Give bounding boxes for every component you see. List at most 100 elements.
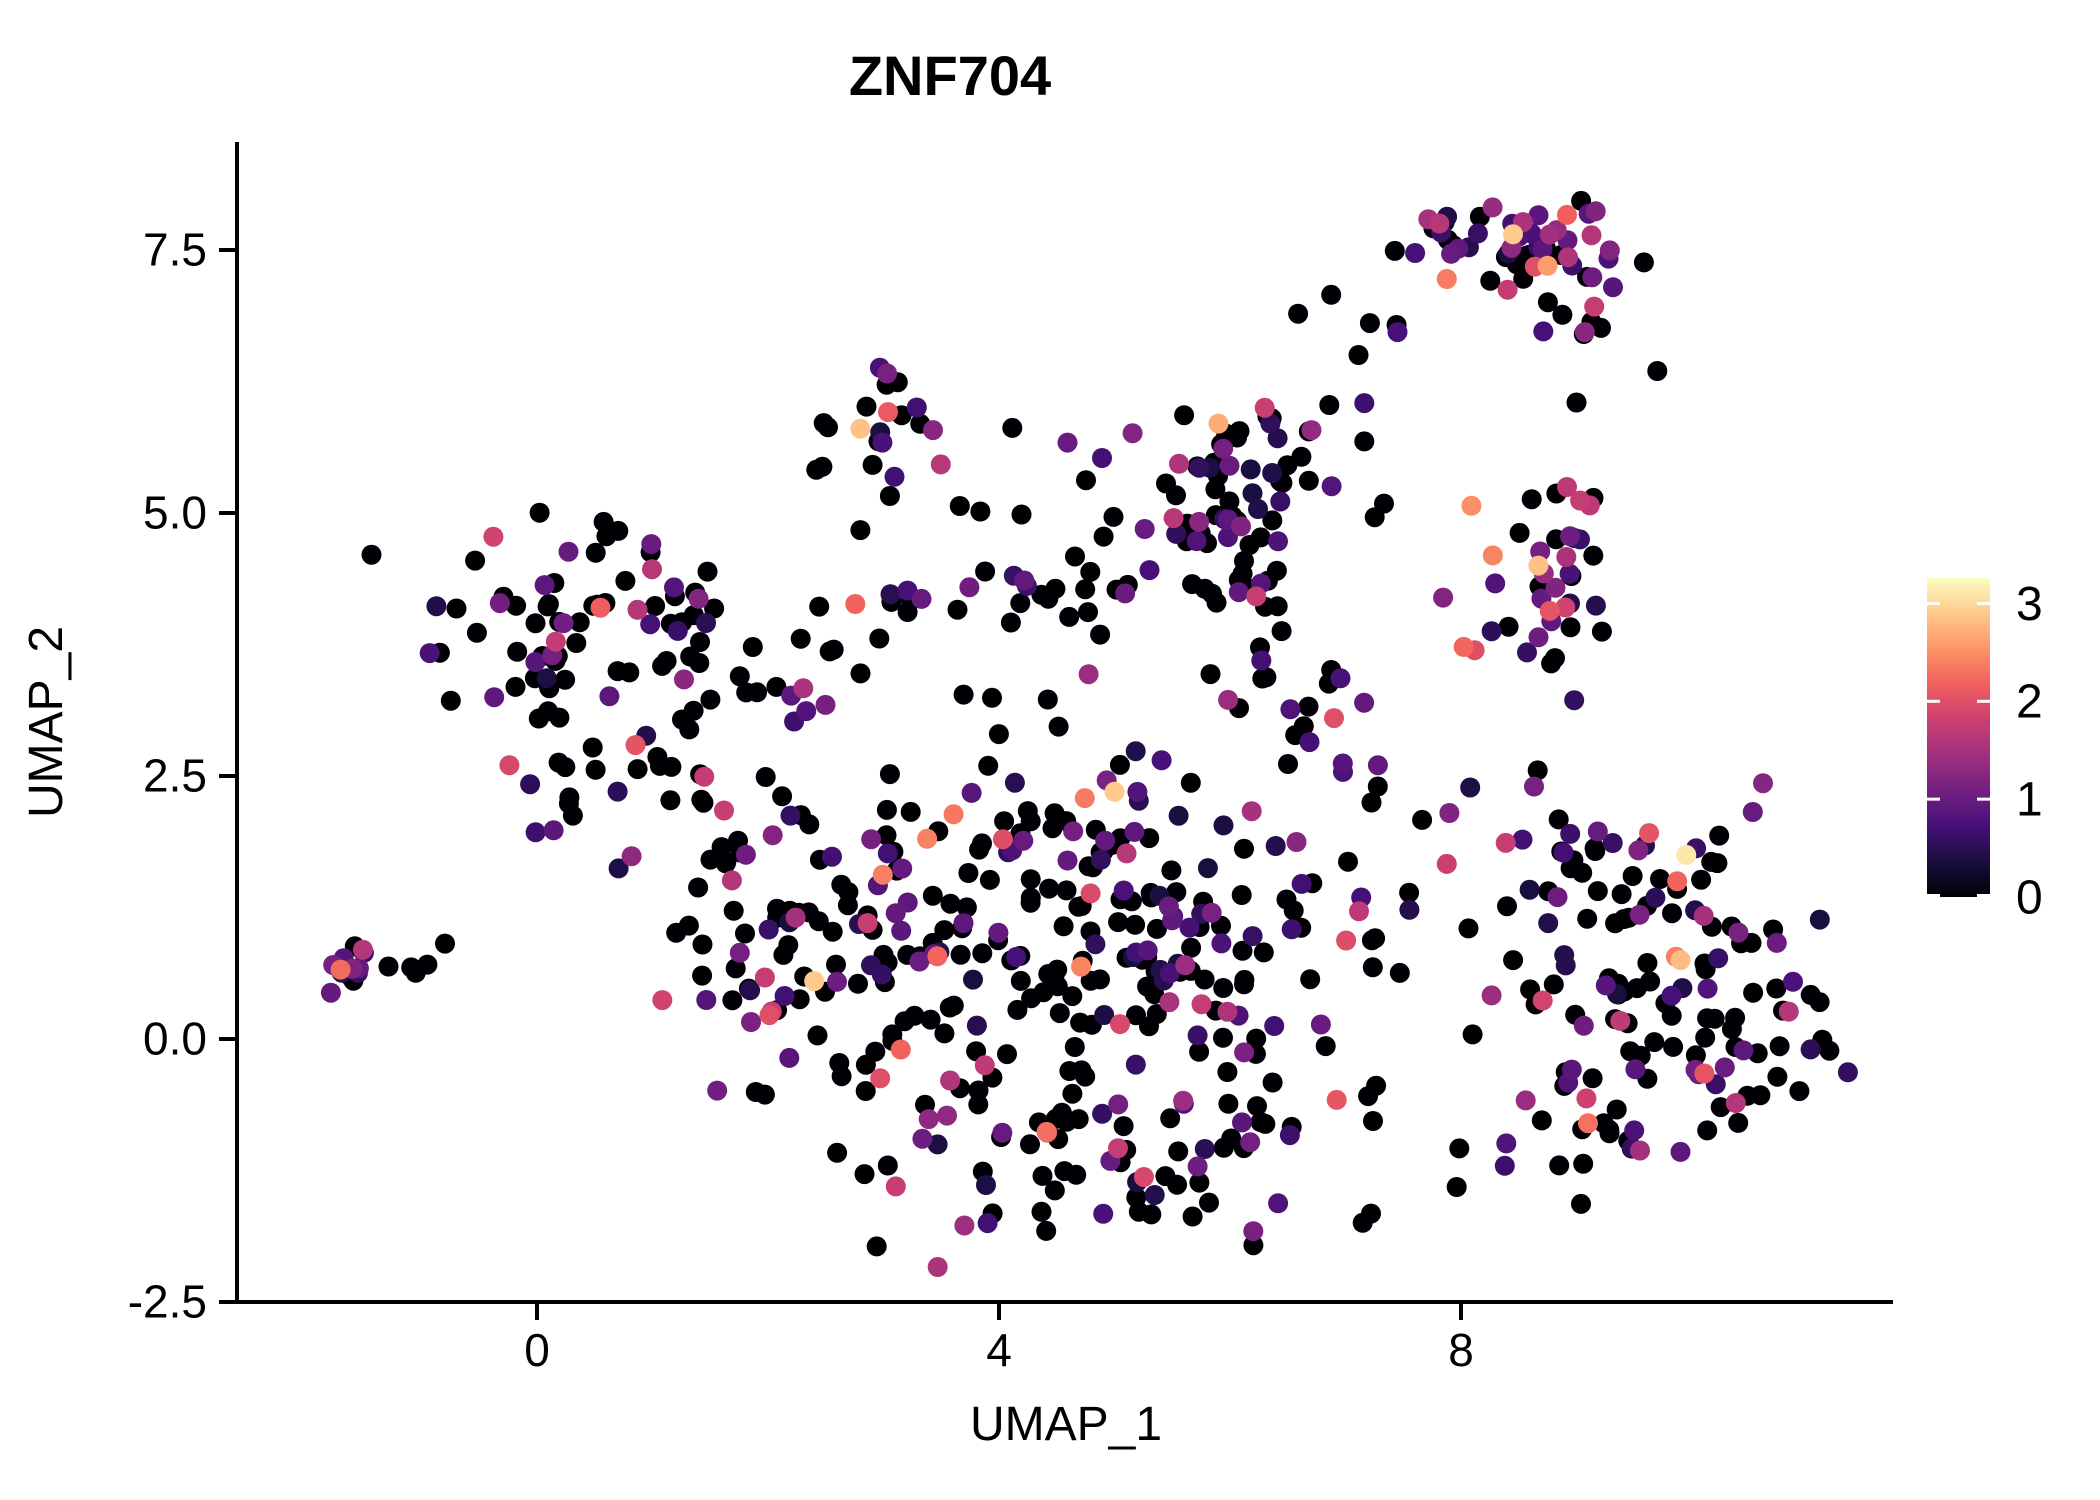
data-point xyxy=(1446,1177,1467,1197)
data-point xyxy=(1127,781,1148,802)
data-point xyxy=(401,957,422,978)
data-point xyxy=(1560,617,1581,638)
colorbar-tick-label: 0 xyxy=(2016,871,2043,924)
data-point xyxy=(1108,912,1129,933)
data-point xyxy=(627,759,648,780)
data-point xyxy=(1094,1005,1115,1025)
data-point xyxy=(1587,881,1608,902)
data-point xyxy=(1625,1059,1646,1080)
data-point xyxy=(1714,1057,1735,1078)
data-point xyxy=(714,800,734,821)
data-point xyxy=(1622,866,1643,886)
data-point xyxy=(585,542,606,563)
data-point xyxy=(988,922,1009,943)
colorbar-legend: 0 1 2 3 xyxy=(1927,578,2043,924)
data-point xyxy=(1042,818,1063,839)
data-point xyxy=(1133,1167,1154,1187)
data-point xyxy=(848,973,868,994)
data-point xyxy=(1092,1103,1113,1124)
data-point xyxy=(1603,277,1623,298)
data-point xyxy=(649,755,670,776)
data-point xyxy=(1168,805,1189,826)
data-point xyxy=(678,915,699,936)
data-point xyxy=(378,956,399,977)
data-point xyxy=(992,829,1013,850)
data-point xyxy=(979,869,1000,890)
data-point xyxy=(1556,547,1577,567)
data-point xyxy=(1092,448,1112,468)
data-point xyxy=(742,637,763,657)
data-point xyxy=(978,755,999,776)
data-point xyxy=(1482,545,1503,566)
data-point xyxy=(1321,476,1342,497)
data-point xyxy=(1710,1097,1731,1118)
data-point xyxy=(1708,948,1729,969)
data-point xyxy=(694,766,715,787)
data-point xyxy=(838,882,859,903)
data-point xyxy=(1108,1138,1128,1159)
data-point xyxy=(741,1012,761,1032)
data-point xyxy=(1725,1093,1746,1113)
data-point xyxy=(1013,830,1034,851)
data-point xyxy=(1300,969,1321,990)
data-point xyxy=(1319,395,1340,415)
data-point xyxy=(1199,1192,1219,1213)
data-point xyxy=(1837,1062,1858,1083)
data-point xyxy=(1561,1059,1582,1080)
data-point xyxy=(904,1005,925,1026)
data-point xyxy=(892,858,913,879)
data-point xyxy=(1189,511,1210,532)
data-point xyxy=(1219,455,1240,476)
data-point xyxy=(1217,1062,1238,1082)
data-point xyxy=(1062,1083,1083,1104)
data-point xyxy=(1217,1001,1238,1022)
data-point xyxy=(1125,914,1146,935)
data-point xyxy=(320,982,341,1003)
data-point xyxy=(1057,432,1078,453)
data-point xyxy=(1146,918,1167,939)
data-point xyxy=(1497,896,1517,917)
colorbar-tick-label: 3 xyxy=(2016,578,2043,631)
data-point xyxy=(927,1134,948,1155)
data-point xyxy=(505,676,526,697)
data-point xyxy=(970,501,991,522)
data-point xyxy=(1278,754,1298,774)
data-point xyxy=(976,1175,996,1195)
data-point xyxy=(721,870,742,891)
data-point xyxy=(1585,841,1606,861)
data-point xyxy=(590,597,611,618)
data-point xyxy=(1074,788,1095,809)
data-point xyxy=(569,612,590,633)
data-point xyxy=(1139,560,1160,581)
data-point xyxy=(1250,527,1271,548)
data-point xyxy=(918,1109,939,1130)
data-point xyxy=(885,903,906,924)
data-point xyxy=(949,496,970,516)
data-point xyxy=(1338,851,1358,872)
data-point xyxy=(1168,1141,1189,1162)
data-point xyxy=(1433,587,1454,608)
data-point xyxy=(869,628,890,649)
data-point xyxy=(1610,1010,1631,1031)
data-point xyxy=(1280,699,1301,720)
data-point xyxy=(927,1257,948,1277)
data-point xyxy=(1611,884,1632,905)
data-point xyxy=(700,689,721,710)
data-point xyxy=(1640,971,1661,992)
data-point xyxy=(1512,829,1533,850)
data-point xyxy=(972,943,993,964)
data-point xyxy=(1497,279,1518,300)
data-point xyxy=(1254,397,1275,418)
data-point xyxy=(1090,624,1111,645)
data-point xyxy=(882,1024,903,1045)
data-point xyxy=(1242,926,1263,947)
data-point xyxy=(1494,1155,1515,1176)
data-point xyxy=(1182,574,1203,595)
data-point xyxy=(711,837,732,858)
data-point xyxy=(758,919,779,940)
data-point xyxy=(534,575,555,596)
data-point xyxy=(1555,597,1576,618)
data-point xyxy=(866,1236,887,1257)
data-point xyxy=(615,570,636,591)
